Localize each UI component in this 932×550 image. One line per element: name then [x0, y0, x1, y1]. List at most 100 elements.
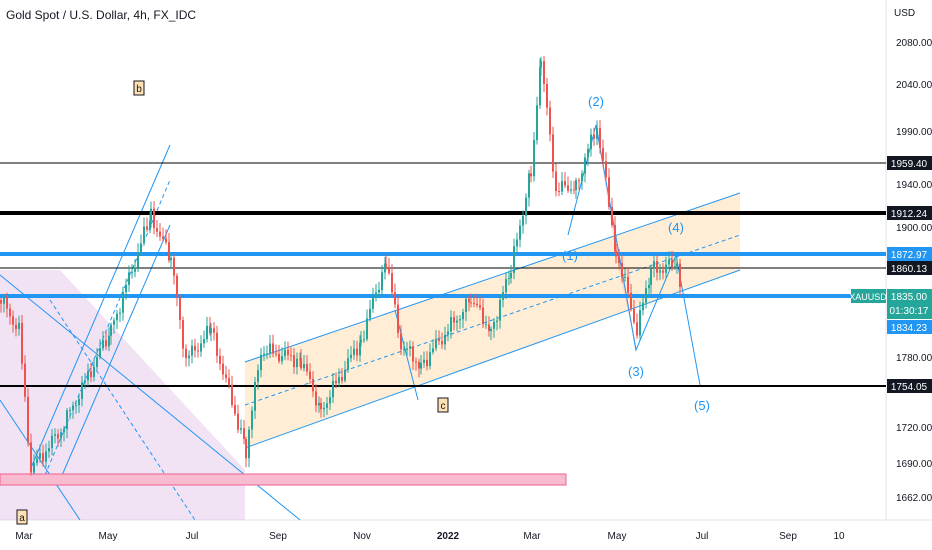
candle-body — [636, 322, 638, 336]
candle-body — [102, 340, 104, 349]
candle-body — [137, 252, 139, 268]
currency-label: USD — [894, 8, 915, 19]
candle-body — [499, 299, 501, 321]
candle-body — [415, 361, 417, 363]
candle-body — [665, 264, 667, 273]
candle-body — [602, 148, 604, 162]
candle-body — [674, 266, 676, 268]
x-tick-label: Jul — [696, 531, 709, 542]
candle-body — [470, 302, 472, 304]
candle-body — [662, 270, 664, 273]
candle-body — [263, 353, 265, 355]
candle-body — [150, 208, 152, 221]
candle-body — [528, 173, 530, 198]
candle-body — [90, 371, 92, 378]
countdown-timer: 01:30:17 — [890, 306, 929, 317]
candle-body — [363, 339, 365, 341]
candle-body — [323, 407, 325, 410]
candle-body — [170, 257, 172, 261]
candle-body — [426, 359, 428, 367]
y-tick-label: 1662.00 — [896, 493, 932, 504]
candle-body — [42, 453, 44, 462]
wave-label: a — [19, 513, 25, 524]
candle-body — [188, 355, 190, 359]
candle-body — [194, 345, 196, 351]
candle-body — [237, 413, 239, 430]
candle-body — [48, 448, 50, 452]
candle-body — [676, 263, 678, 267]
candle-body — [429, 352, 431, 367]
candle-body — [243, 428, 245, 440]
candle-body — [584, 157, 586, 174]
candle-body — [222, 363, 224, 375]
candle-body — [578, 180, 580, 182]
candle-body — [45, 451, 47, 462]
candle-body — [621, 263, 623, 277]
candle-body — [573, 189, 575, 191]
candle-body — [608, 177, 610, 207]
candle-body — [432, 348, 434, 353]
candle-body — [493, 321, 495, 329]
candle-body — [78, 398, 80, 406]
candle-body — [593, 134, 595, 139]
candle-body — [278, 354, 280, 362]
candle-body — [315, 391, 317, 406]
price-level-label: 1872.97 — [891, 250, 928, 261]
candle-body — [347, 358, 349, 370]
candle-body — [254, 382, 256, 411]
candle-body — [366, 318, 368, 340]
candle-body — [522, 215, 524, 226]
wave-label: c — [441, 401, 446, 412]
candle-body — [519, 225, 521, 240]
candle-body — [450, 317, 452, 332]
candle-body — [418, 361, 420, 369]
pink-demand-zone — [0, 473, 567, 486]
candle-body — [645, 288, 647, 303]
candle-body — [385, 263, 387, 267]
candle-body — [668, 259, 670, 265]
candle-body — [615, 250, 617, 257]
candle-body — [353, 348, 355, 355]
candle-body — [185, 348, 187, 359]
candle-body — [596, 127, 598, 139]
candle-body — [581, 173, 583, 181]
price-level-tag — [887, 206, 932, 220]
candle-body — [0, 300, 2, 304]
candle-body — [303, 363, 305, 369]
bid-price-value: 1834.23 — [891, 323, 928, 334]
candle-body — [134, 267, 136, 272]
candle-body — [444, 334, 446, 345]
rising-channel-upper — [29, 144, 171, 471]
candle-body — [182, 319, 184, 349]
candle-body — [105, 340, 107, 347]
x-tick-label: Jul — [186, 531, 199, 542]
candle-body — [293, 355, 295, 368]
candle-body — [575, 180, 577, 190]
candle-body — [284, 349, 286, 357]
candle-body — [488, 324, 490, 332]
candle-body — [412, 346, 414, 362]
candle-body — [159, 231, 161, 237]
candle-body — [350, 354, 352, 359]
candle-body — [459, 319, 461, 321]
candle-body — [611, 206, 613, 226]
candle-body — [225, 374, 227, 379]
candle-body — [210, 328, 212, 333]
candle-body — [656, 261, 658, 273]
candle-body — [191, 345, 193, 356]
candle-body — [465, 298, 467, 313]
candle-body — [309, 371, 311, 379]
candle-body — [360, 339, 362, 343]
candle-body — [525, 197, 527, 216]
candle-body — [162, 236, 164, 239]
current-price-tag — [887, 289, 932, 319]
x-tick-label: May — [608, 531, 627, 542]
candle-body — [122, 292, 124, 313]
x-tick-label: Sep — [269, 531, 287, 542]
candle-body — [165, 238, 167, 243]
candle-body — [84, 380, 86, 383]
orange-channel-upper — [244, 192, 741, 363]
candle-body — [113, 320, 115, 325]
candle-body — [639, 310, 641, 336]
